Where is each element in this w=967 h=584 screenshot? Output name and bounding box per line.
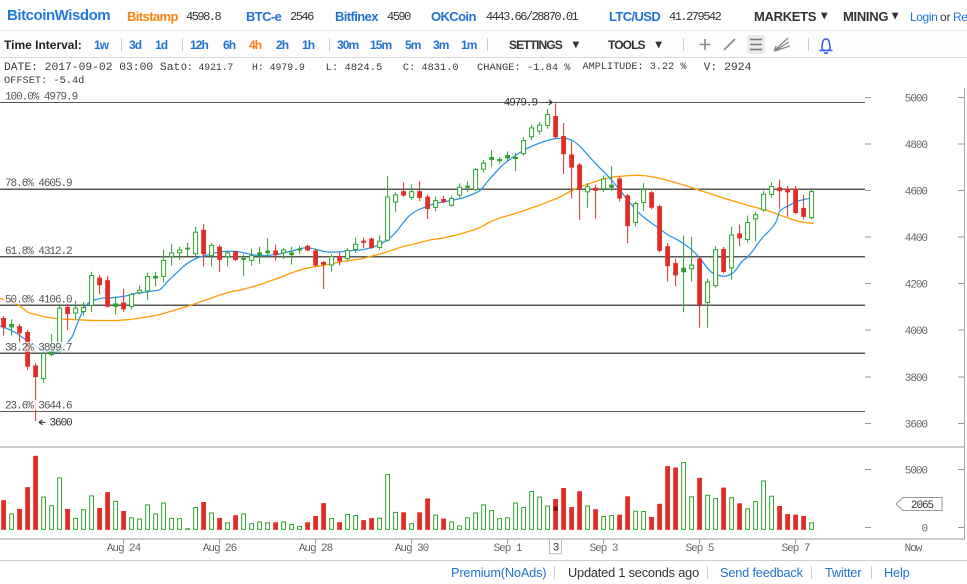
svg-text:Sep 5: Sep 5	[686, 543, 714, 555]
svg-text:3600: 3600	[50, 418, 73, 430]
svg-text:5000: 5000	[905, 466, 928, 478]
svg-text:4600: 4600	[905, 187, 928, 199]
svg-text:Sep 1: Sep 1	[494, 543, 523, 555]
svg-text:Sep 7: Sep 7	[782, 543, 810, 555]
svg-text:3800: 3800	[905, 373, 928, 385]
svg-text:4800: 4800	[905, 140, 928, 152]
svg-text:38.2% 3899.7: 38.2% 3899.7	[5, 342, 72, 354]
svg-text:23.6% 3644.6: 23.6% 3644.6	[5, 401, 72, 413]
svg-text:5000: 5000	[905, 94, 928, 106]
svg-text:Now: Now	[905, 543, 923, 555]
svg-text:4400: 4400	[905, 233, 928, 245]
svg-text:78.6% 4605.9: 78.6% 4605.9	[5, 178, 72, 190]
svg-text:Sep 3: Sep 3	[590, 543, 618, 555]
svg-text:4200: 4200	[905, 280, 928, 292]
svg-text:Aug 28: Aug 28	[299, 543, 333, 555]
svg-text:2065: 2065	[911, 500, 934, 512]
svg-text:0: 0	[921, 524, 927, 536]
svg-text:100.0% 4979.9: 100.0% 4979.9	[5, 92, 78, 104]
svg-text:61.8% 4312.2: 61.8% 4312.2	[5, 246, 72, 258]
svg-text:3600: 3600	[905, 419, 928, 431]
svg-text:4979.9: 4979.9	[504, 98, 538, 110]
svg-text:50.0% 4106.0: 50.0% 4106.0	[5, 294, 72, 306]
svg-text:4000: 4000	[905, 326, 928, 338]
svg-text:Aug 26: Aug 26	[203, 543, 237, 555]
svg-text:3: 3	[553, 543, 559, 555]
svg-text:Aug 30: Aug 30	[395, 543, 429, 555]
svg-text:Aug 24: Aug 24	[107, 543, 142, 555]
